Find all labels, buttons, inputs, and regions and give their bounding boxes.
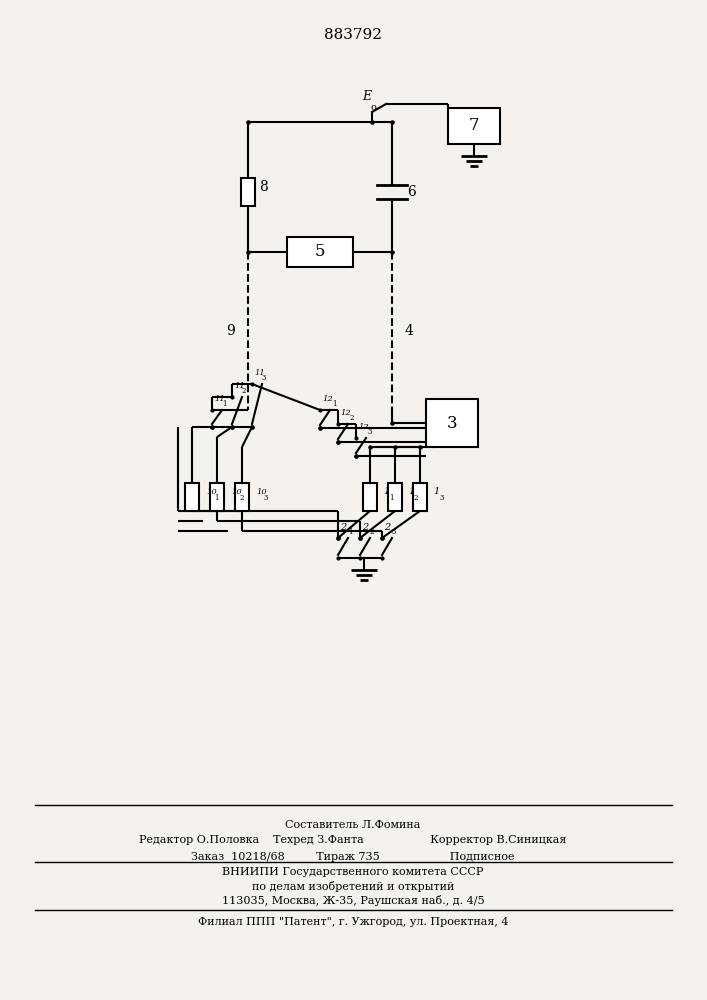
- Text: 1: 1: [383, 488, 390, 496]
- Text: o: o: [370, 104, 376, 112]
- Text: 1: 1: [389, 494, 394, 502]
- Text: Составитель Л.Фомина: Составитель Л.Фомина: [286, 820, 421, 830]
- Text: 3: 3: [392, 528, 397, 536]
- Text: 2: 2: [384, 522, 390, 532]
- Text: 3: 3: [447, 414, 457, 432]
- Bar: [241, 178, 255, 206]
- Text: 11: 11: [214, 395, 225, 403]
- Text: 3: 3: [368, 428, 373, 436]
- Text: 2: 2: [242, 387, 247, 395]
- Text: 3: 3: [439, 494, 443, 502]
- Text: по делам изобретений и открытий: по делам изобретений и открытий: [252, 880, 454, 892]
- Text: 2: 2: [414, 494, 419, 502]
- Text: Филиал ППП "Патент", г. Ужгород, ул. Проектная, 4: Филиал ППП "Патент", г. Ужгород, ул. Про…: [198, 917, 508, 927]
- Text: ВНИИПИ Государственного комитета СССР: ВНИИПИ Государственного комитета СССР: [222, 867, 484, 877]
- Text: 12: 12: [340, 409, 351, 417]
- Bar: [235, 483, 249, 511]
- Text: 113035, Москва, Ж-35, Раушская наб., д. 4/5: 113035, Москва, Ж-35, Раушская наб., д. …: [222, 894, 484, 906]
- Text: 8: 8: [259, 180, 269, 194]
- Bar: [363, 483, 377, 511]
- Text: 2: 2: [350, 414, 354, 422]
- Text: 12: 12: [358, 423, 369, 431]
- Text: 1: 1: [348, 528, 353, 536]
- Text: 1: 1: [433, 488, 439, 496]
- Text: 4: 4: [405, 324, 414, 338]
- Text: 10: 10: [256, 488, 267, 496]
- Text: Заказ  10218/68         Тираж 735                    Подписное: Заказ 10218/68 Тираж 735 Подписное: [192, 852, 515, 862]
- Text: 10: 10: [206, 488, 217, 496]
- Text: 5: 5: [315, 243, 325, 260]
- Text: 2: 2: [370, 528, 375, 536]
- Text: 883792: 883792: [324, 28, 382, 42]
- Text: 10: 10: [231, 488, 242, 496]
- Bar: [210, 483, 224, 511]
- Bar: [448, 108, 500, 144]
- Text: 6: 6: [407, 185, 416, 199]
- Bar: [426, 399, 478, 447]
- Text: 1: 1: [332, 400, 337, 408]
- Text: E: E: [363, 90, 372, 103]
- Text: 2: 2: [340, 522, 346, 532]
- Bar: [287, 237, 353, 267]
- Text: 2: 2: [362, 522, 368, 532]
- Text: 11: 11: [234, 382, 245, 390]
- Text: 1: 1: [408, 488, 414, 496]
- Text: 7: 7: [469, 117, 479, 134]
- Text: 12: 12: [322, 395, 333, 403]
- Text: 1: 1: [222, 400, 226, 408]
- Text: 3: 3: [262, 374, 267, 382]
- Text: 9: 9: [226, 324, 235, 338]
- Text: 11: 11: [254, 369, 264, 377]
- Text: 3: 3: [264, 494, 269, 502]
- Bar: [413, 483, 427, 511]
- Text: 1: 1: [214, 494, 218, 502]
- Text: 2: 2: [239, 494, 243, 502]
- Bar: [185, 483, 199, 511]
- Text: Редактор О.Половка    Техред З.Фанта                   Корректор В.Синицкая: Редактор О.Половка Техред З.Фанта Коррек…: [139, 835, 567, 845]
- Bar: [388, 483, 402, 511]
